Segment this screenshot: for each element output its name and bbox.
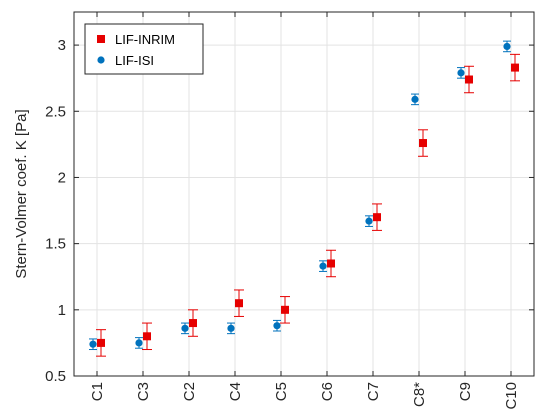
data-point: [373, 213, 381, 222]
plot-area-frame: [73, 11, 535, 377]
y-tick-label: 1.5: [45, 236, 66, 253]
y-axis-ticks: 0.5 1 1.5 2 2.5 3: [45, 37, 534, 385]
y-tick-label: 0.5: [45, 368, 66, 385]
y-tick-label: 3: [58, 37, 66, 54]
legend-marker: [97, 35, 105, 43]
data-point: [235, 299, 243, 308]
data-point: [465, 75, 473, 84]
data-point: [89, 340, 97, 348]
data-point: [281, 305, 289, 314]
data-point: [419, 139, 427, 148]
series-lif-isi: [89, 40, 511, 351]
x-tick-label: C8*: [411, 382, 428, 407]
y-axis-label: Stern-Volmer coef. K [Pa]: [13, 109, 30, 278]
series-lif-inrim: [96, 53, 520, 357]
data-point: [273, 322, 281, 330]
data-point: [511, 63, 519, 72]
data-point: [143, 332, 151, 341]
x-tick-label: C7: [365, 382, 382, 401]
legend-box: [84, 23, 204, 75]
x-tick-label: C5: [273, 382, 290, 401]
data-point: [319, 262, 327, 270]
data-point: [327, 259, 335, 268]
x-tick-label: C9: [457, 382, 474, 401]
x-tick-label: C1: [89, 382, 106, 401]
data-point: [227, 324, 235, 332]
x-axis-ticks: C1 C3 C2 C4 C5 C6 C7 C8* C9 C10: [89, 12, 520, 410]
x-tick-label: C6: [319, 382, 336, 401]
legend-marker: [97, 56, 105, 64]
data-point: [135, 339, 143, 347]
data-point: [189, 319, 197, 328]
data-point: [457, 69, 465, 77]
data-series: [89, 40, 520, 357]
data-point: [181, 324, 189, 332]
y-tick-label: 2.5: [45, 103, 66, 120]
data-point: [503, 42, 511, 51]
x-tick-label: C3: [135, 382, 152, 401]
y-tick-label: 1: [58, 302, 66, 319]
x-tick-label: C2: [181, 382, 198, 401]
x-tick-label: C4: [227, 382, 244, 401]
legend-label: LIF-INRIM: [115, 32, 175, 47]
data-point: [97, 338, 105, 347]
legend: LIF-INRIM LIF-ISI: [84, 23, 204, 75]
legend-label: LIF-ISI: [115, 53, 154, 68]
data-point: [365, 217, 373, 225]
y-tick-label: 2: [58, 169, 66, 186]
x-tick-label: C10: [503, 382, 520, 410]
data-point: [411, 95, 419, 103]
